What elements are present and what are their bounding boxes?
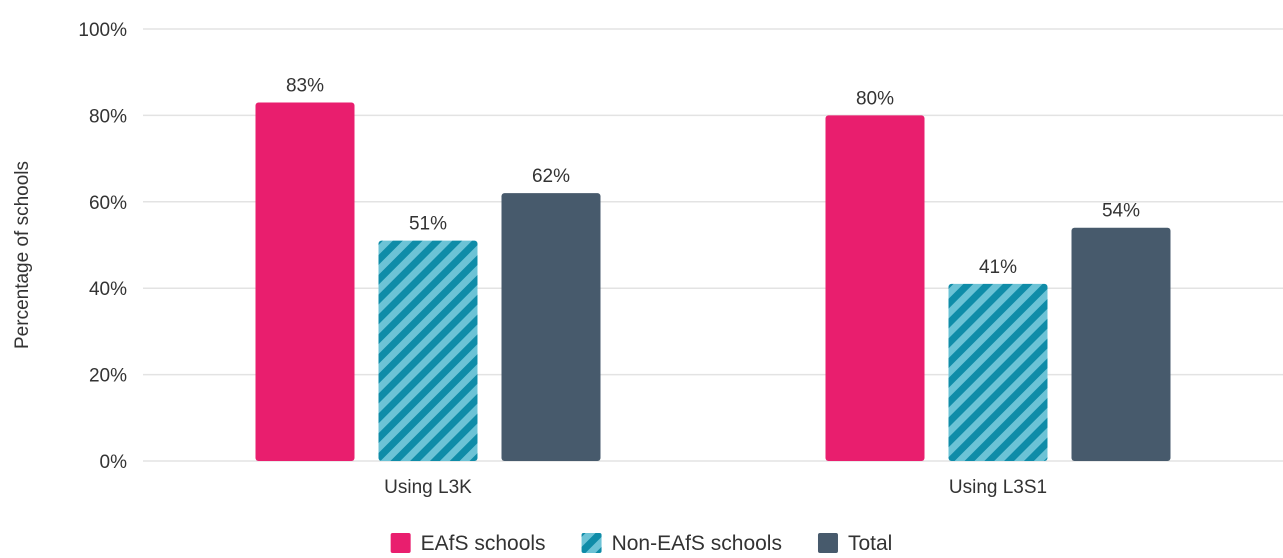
legend-label: EAfS schools	[421, 532, 546, 555]
x-axis-categories: Using L3K Using L3S1	[384, 477, 1047, 498]
data-label: 41%	[979, 257, 1017, 278]
legend-label: Non-EAfS schools	[612, 532, 782, 555]
y-axis-ticks: 0% 20% 40% 60% 80% 100%	[78, 20, 127, 473]
y-tick-label: 60%	[89, 193, 127, 214]
legend-swatch	[581, 533, 602, 553]
data-label: 83%	[286, 75, 324, 96]
data-label: 51%	[409, 214, 447, 235]
legend-label: Total	[848, 532, 892, 555]
y-tick-label: 20%	[89, 366, 127, 387]
y-tick-label: 0%	[100, 452, 128, 473]
bar	[378, 240, 478, 461]
y-axis-title: Percentage of schools	[12, 161, 33, 349]
bar	[948, 283, 1048, 461]
legend-swatch	[390, 533, 411, 553]
bar	[501, 193, 601, 461]
data-label: 62%	[532, 166, 570, 187]
bar	[1071, 227, 1171, 461]
bar	[255, 102, 355, 461]
y-tick-label: 100%	[78, 20, 127, 41]
bar	[825, 115, 925, 462]
data-label: 54%	[1102, 201, 1140, 222]
legend: EAfS schools Non-EAfS schools Total	[390, 532, 892, 555]
data-label: 80%	[856, 88, 894, 109]
y-tick-label: 80%	[89, 106, 127, 127]
legend-swatch	[817, 533, 838, 553]
x-category-label: Using L3S1	[949, 477, 1047, 498]
bars	[255, 102, 1171, 462]
value-labels: 83% 51% 62% 80% 41% 54%	[286, 75, 1140, 277]
y-tick-label: 40%	[89, 279, 127, 300]
x-category-label: Using L3K	[384, 477, 472, 498]
